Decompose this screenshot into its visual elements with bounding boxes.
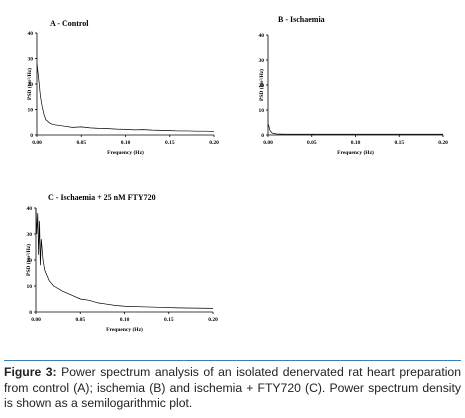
panel-title: A - Control bbox=[50, 19, 89, 28]
x-tick-label: 0.20 bbox=[208, 317, 218, 323]
x-tick-label: 0.15 bbox=[394, 140, 404, 146]
x-tick-label: 0.15 bbox=[165, 140, 175, 146]
x-axis-label: Frequency (Hz) bbox=[106, 326, 143, 333]
panel-a: A - Control 0 10 20 30 40 0.00 0.05 0.10 0.15 0.20… bbox=[26, 19, 219, 156]
y-tick-label: 10 bbox=[259, 108, 265, 114]
y-tick-label: 10 bbox=[27, 284, 33, 290]
y-axis-label: PSD (ms²/Hz) bbox=[258, 69, 265, 101]
y-tick-label: 30 bbox=[28, 57, 34, 63]
y-tick-label: 30 bbox=[259, 58, 265, 64]
y-tick-label: 20 bbox=[28, 82, 34, 88]
series-line bbox=[35, 207, 214, 309]
x-axis-label: Frequency (Hz) bbox=[337, 149, 374, 156]
series-line bbox=[36, 63, 215, 132]
figure: A - Control 0 10 20 30 40 0.00 0.05 0.10 0.15 0.20… bbox=[25, 15, 448, 333]
x-axis-label: Frequency (Hz) bbox=[107, 149, 144, 156]
y-tick-label: 0 bbox=[261, 133, 264, 139]
x-tick-label: 0.20 bbox=[438, 140, 448, 146]
x-tick-label: 0.00 bbox=[263, 140, 273, 146]
y-tick-label: 20 bbox=[27, 258, 33, 264]
x-tick-label: 0.20 bbox=[209, 140, 219, 146]
y-tick-label: 10 bbox=[28, 108, 34, 114]
x-tick-label: 0.05 bbox=[75, 317, 85, 323]
panel-title: C - Ischaemia + 25 nM FTY720 bbox=[48, 193, 156, 202]
x-tick-label: 0.10 bbox=[351, 140, 361, 146]
x-tick-label: 0.10 bbox=[120, 317, 130, 323]
figure-caption: Figure 3: Power spectrum analysis of an … bbox=[4, 360, 461, 416]
chart-figure: A - Control 0 10 20 30 40 0.00 0.05 0.10 0.15 0.20… bbox=[25, 15, 448, 333]
y-tick-label: 0 bbox=[29, 310, 32, 316]
panel-title: B - Ischaemia bbox=[278, 15, 325, 24]
caption-text: Power spectrum analysis of an isolated d… bbox=[4, 365, 461, 410]
y-axis-label: PSD (ms²/Hz) bbox=[25, 244, 32, 276]
series-line bbox=[267, 123, 443, 135]
caption-label: Figure 3: bbox=[4, 365, 57, 379]
x-tick-label: 0.10 bbox=[121, 140, 131, 146]
y-tick-label: 20 bbox=[259, 83, 265, 89]
y-tick-label: 40 bbox=[27, 206, 33, 212]
x-tick-label: 0.05 bbox=[76, 140, 86, 146]
x-tick-label: 0.15 bbox=[164, 317, 174, 323]
y-tick-label: 30 bbox=[27, 232, 33, 238]
panel-b: B - Ischaemia 0 10 20 30 40 0.00 0.05 0.10 0.15 0.… bbox=[258, 15, 448, 156]
x-tick-label: 0.00 bbox=[32, 140, 42, 146]
x-tick-label: 0.00 bbox=[31, 317, 41, 323]
y-tick-label: 0 bbox=[30, 133, 33, 139]
y-axis-label: PSD (ms²/Hz) bbox=[26, 68, 33, 100]
y-tick-label: 40 bbox=[28, 31, 34, 37]
y-tick-label: 40 bbox=[259, 33, 265, 39]
panel-c: C - Ischaemia + 25 nM FTY720 0 10 20 30 40 0.0… bbox=[25, 193, 218, 333]
x-tick-label: 0.05 bbox=[307, 140, 317, 146]
